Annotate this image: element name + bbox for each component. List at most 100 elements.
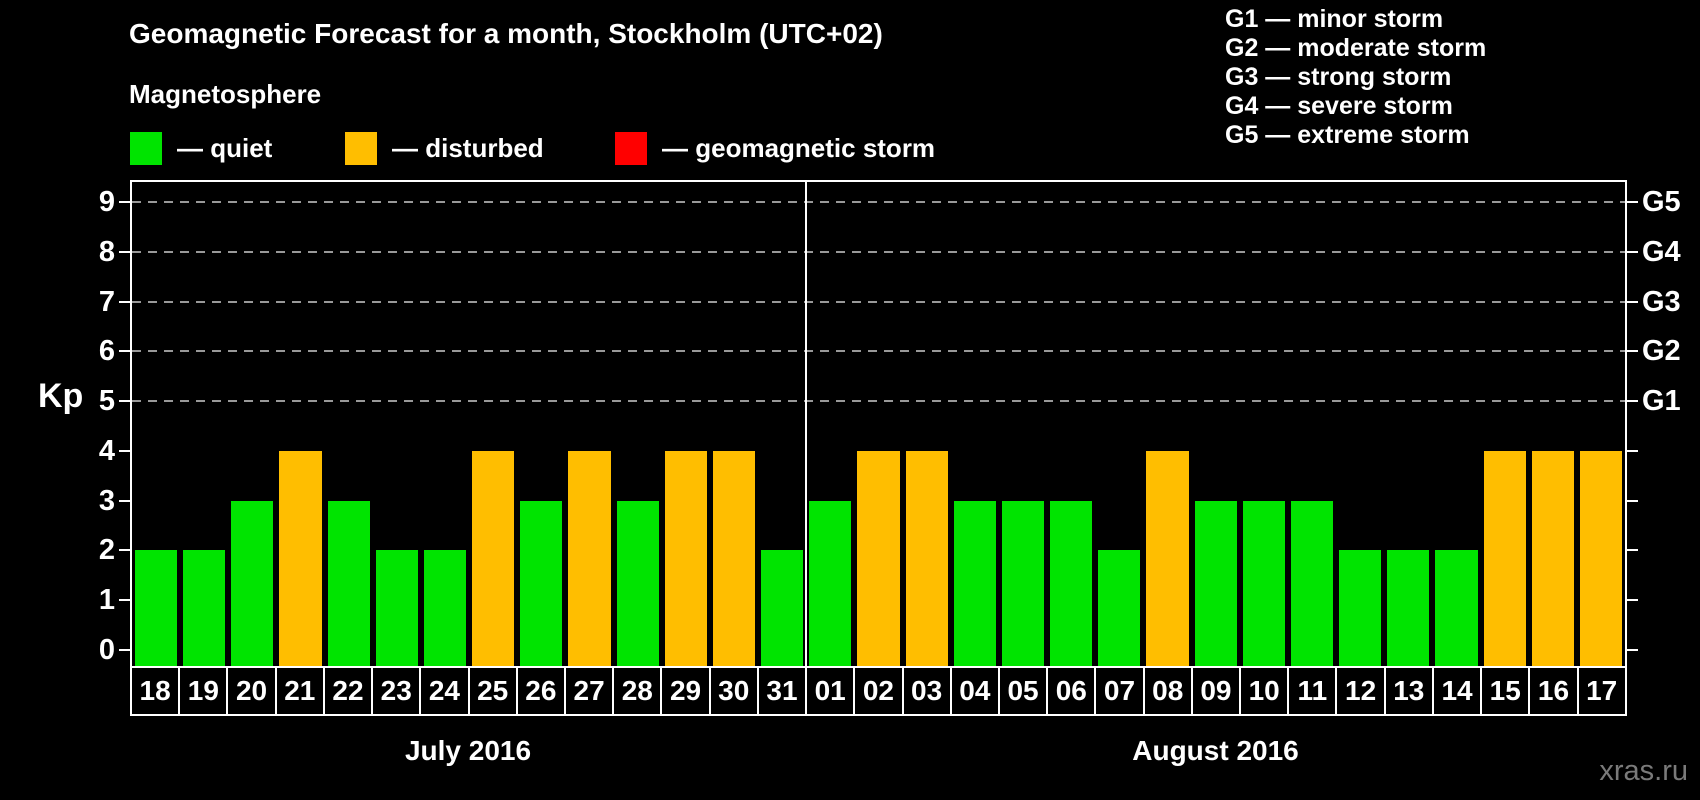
g-scale-label-g4: G4 xyxy=(1642,235,1681,268)
legend-item-quiet: — quiet xyxy=(130,132,272,165)
day-cell-22: 22 xyxy=(322,668,371,714)
kp-bar-day-09 xyxy=(1194,500,1237,668)
kp-bar-day-10 xyxy=(1242,500,1285,668)
kp-bar-day-24 xyxy=(423,550,467,668)
kp-bar-day-15 xyxy=(1483,450,1526,668)
y-tick-label-4: 4 xyxy=(98,434,115,467)
watermark-text: xras.ru xyxy=(1599,755,1688,787)
right-tick-kp3 xyxy=(1625,499,1638,502)
day-cell-10: 10 xyxy=(1239,668,1287,714)
left-tick-kp3 xyxy=(119,499,132,502)
kp-bar-day-29 xyxy=(664,450,707,668)
kp-bar-day-21 xyxy=(279,450,322,668)
chart-title: Geomagnetic Forecast for a month, Stockh… xyxy=(129,18,883,49)
y-tick-label-7: 7 xyxy=(98,285,115,318)
g-scale-label-g1: G1 xyxy=(1642,385,1681,418)
kp-bar-day-08 xyxy=(1146,450,1189,668)
kp-bar-day-20 xyxy=(231,500,274,668)
left-tick-kp0 xyxy=(119,649,132,651)
day-cell-03: 03 xyxy=(901,668,950,714)
day-cell-05: 05 xyxy=(997,668,1046,714)
kp-bar-day-04 xyxy=(953,500,996,668)
day-cell-07: 07 xyxy=(1094,668,1142,714)
kp-bar-day-22 xyxy=(327,500,370,668)
y-axis-label: Kp xyxy=(38,377,84,415)
day-cell-09: 09 xyxy=(1190,668,1239,714)
y-tick-label-8: 8 xyxy=(98,235,115,268)
day-cell-11: 11 xyxy=(1287,668,1335,714)
kp-bar-day-16 xyxy=(1531,450,1574,668)
y-tick-label-9: 9 xyxy=(98,186,115,218)
g-scale-label-g2: G2 xyxy=(1642,335,1681,368)
day-cell-01: 01 xyxy=(805,668,853,714)
plot-area-frame xyxy=(130,180,1627,670)
right-tick-kp2 xyxy=(1625,549,1638,552)
gridline-kp8 xyxy=(132,250,1625,253)
day-cell-29: 29 xyxy=(660,668,708,714)
day-cell-25: 25 xyxy=(467,668,516,714)
y-tick-label-5: 5 xyxy=(98,385,115,418)
legend-item-disturbed: — disturbed xyxy=(345,132,544,165)
gridline-kp9 xyxy=(132,201,1625,203)
day-cell-08: 08 xyxy=(1142,668,1191,714)
storm-scale-g1: G1 — minor storm xyxy=(1225,5,1444,33)
storm-scale-g5: G5 — extreme storm xyxy=(1225,121,1470,149)
kp-bar-day-12 xyxy=(1339,550,1382,668)
day-cell-20: 20 xyxy=(226,668,274,714)
kp-bar-day-14 xyxy=(1435,550,1478,668)
day-cell-18: 18 xyxy=(139,675,171,706)
storm-scale-legend: G1 — minor storm G2 — moderate storm G3 … xyxy=(1225,5,1486,150)
month-label-july: July 2016 xyxy=(404,735,532,766)
kp-bar-day-28 xyxy=(616,500,659,668)
right-tick-kp0 xyxy=(1625,649,1638,651)
day-cell-21: 21 xyxy=(274,668,323,714)
g-scale-label-g3: G3 xyxy=(1642,285,1681,318)
gridline-kp5 xyxy=(132,400,1625,403)
legend-label-quiet: — quiet xyxy=(177,133,273,163)
legend-label-storm: — geomagnetic storm xyxy=(662,133,936,163)
day-cell-17: 17 xyxy=(1576,668,1625,714)
y-tick-label-3: 3 xyxy=(98,484,115,517)
kp-bar-day-26 xyxy=(520,500,563,668)
kp-bar-day-01 xyxy=(809,500,852,668)
kp-bar-day-31 xyxy=(761,550,804,668)
kp-bar-day-23 xyxy=(375,550,418,668)
kp-bar-day-03 xyxy=(905,450,948,668)
kp-bar-day-13 xyxy=(1387,550,1430,668)
gridline-kp6 xyxy=(132,350,1625,353)
right-tick-kp4 xyxy=(1625,449,1638,452)
kp-bar-day-27 xyxy=(568,450,611,668)
storm-color-swatch xyxy=(615,132,647,165)
left-tick-kp5 xyxy=(119,400,132,403)
day-cell-31: 31 xyxy=(756,668,805,714)
quiet-color-swatch xyxy=(130,132,162,165)
left-tick-kp6 xyxy=(119,350,132,353)
day-cell-28: 28 xyxy=(612,668,660,714)
storm-scale-g3: G3 — strong storm xyxy=(1225,63,1452,91)
kp-bar-day-11 xyxy=(1290,500,1334,668)
storm-scale-g2: G2 — moderate storm xyxy=(1225,34,1487,62)
day-cell-24: 24 xyxy=(419,668,467,714)
right-tick-kp9 xyxy=(1625,201,1638,203)
day-cell-15: 15 xyxy=(1480,668,1528,714)
y-tick-label-1: 1 xyxy=(98,584,115,617)
day-cell-02: 02 xyxy=(853,668,901,714)
legend-item-storm: — geomagnetic storm xyxy=(615,132,935,165)
kp-bar-day-06 xyxy=(1050,500,1093,668)
disturbed-color-swatch xyxy=(345,132,377,165)
day-cell-27: 27 xyxy=(563,668,612,714)
kp-bar-day-02 xyxy=(857,450,900,668)
right-tick-kp7 xyxy=(1625,300,1638,303)
right-tick-kp6 xyxy=(1625,350,1638,353)
day-cell-12: 12 xyxy=(1335,668,1383,714)
left-tick-kp4 xyxy=(119,449,132,452)
kp-bar-day-19 xyxy=(183,550,226,668)
left-tick-kp8 xyxy=(119,250,132,253)
day-cell-26: 26 xyxy=(515,668,564,714)
kp-bar-day-18 xyxy=(135,550,178,668)
right-tick-kp1 xyxy=(1625,599,1638,602)
day-cell-13: 13 xyxy=(1383,668,1432,714)
kp-bar-day-25 xyxy=(472,450,515,668)
y-tick-label-6: 6 xyxy=(98,335,115,368)
